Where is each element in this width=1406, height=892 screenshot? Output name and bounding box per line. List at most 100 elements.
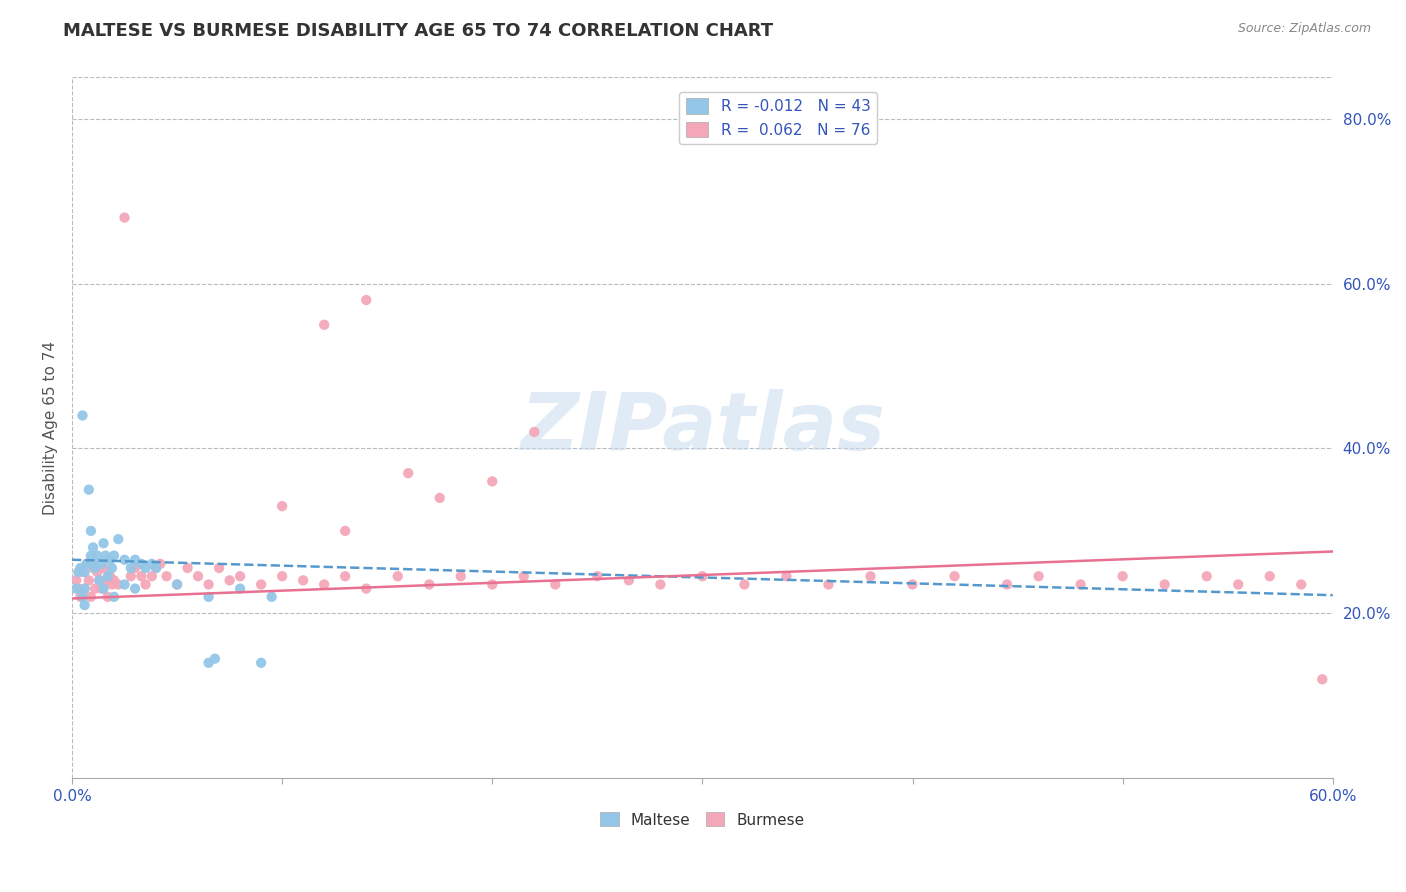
Point bbox=[271, 499, 294, 513]
Point bbox=[77, 483, 100, 497]
Point bbox=[82, 541, 104, 555]
Point bbox=[107, 577, 129, 591]
Point bbox=[120, 561, 142, 575]
Point bbox=[65, 582, 87, 596]
Point bbox=[387, 569, 409, 583]
Point bbox=[250, 577, 273, 591]
Point bbox=[77, 574, 100, 588]
Point bbox=[114, 553, 136, 567]
Point bbox=[114, 211, 136, 225]
Point bbox=[98, 569, 121, 583]
Point bbox=[80, 524, 103, 538]
Point bbox=[72, 565, 94, 579]
Point bbox=[617, 574, 640, 588]
Point bbox=[124, 553, 146, 567]
Point bbox=[93, 536, 115, 550]
Point bbox=[250, 656, 273, 670]
Point bbox=[124, 561, 146, 575]
Point bbox=[197, 656, 219, 670]
Point bbox=[523, 425, 546, 439]
Point bbox=[114, 577, 136, 591]
Point bbox=[94, 574, 117, 588]
Point bbox=[204, 651, 226, 665]
Point bbox=[197, 577, 219, 591]
Point bbox=[89, 574, 111, 588]
Point bbox=[76, 557, 98, 571]
Point bbox=[775, 569, 797, 583]
Point bbox=[98, 553, 121, 567]
Point bbox=[94, 549, 117, 563]
Point bbox=[197, 590, 219, 604]
Point bbox=[1258, 569, 1281, 583]
Point bbox=[145, 561, 167, 575]
Point bbox=[260, 590, 283, 604]
Point bbox=[73, 598, 96, 612]
Y-axis label: Disability Age 65 to 74: Disability Age 65 to 74 bbox=[44, 341, 58, 515]
Legend: Maltese, Burmese: Maltese, Burmese bbox=[595, 806, 811, 834]
Point bbox=[481, 577, 503, 591]
Point bbox=[73, 582, 96, 596]
Point bbox=[176, 561, 198, 575]
Point bbox=[229, 569, 252, 583]
Point bbox=[101, 561, 124, 575]
Point bbox=[943, 569, 966, 583]
Point bbox=[995, 577, 1018, 591]
Point bbox=[80, 590, 103, 604]
Point bbox=[120, 569, 142, 583]
Point bbox=[141, 569, 163, 583]
Point bbox=[166, 577, 188, 591]
Point bbox=[80, 549, 103, 563]
Point bbox=[271, 569, 294, 583]
Point bbox=[149, 557, 172, 571]
Point bbox=[586, 569, 609, 583]
Text: MALTESE VS BURMESE DISABILITY AGE 65 TO 74 CORRELATION CHART: MALTESE VS BURMESE DISABILITY AGE 65 TO … bbox=[63, 22, 773, 40]
Point bbox=[335, 569, 357, 583]
Point bbox=[1227, 577, 1250, 591]
Point bbox=[1291, 577, 1313, 591]
Point bbox=[76, 557, 98, 571]
Point bbox=[131, 557, 153, 571]
Point bbox=[1310, 673, 1333, 687]
Point bbox=[73, 582, 96, 596]
Point bbox=[354, 293, 377, 307]
Point bbox=[208, 561, 231, 575]
Point bbox=[135, 577, 157, 591]
Point bbox=[131, 569, 153, 583]
Point bbox=[513, 569, 536, 583]
Point bbox=[187, 569, 209, 583]
Point bbox=[314, 577, 336, 591]
Point bbox=[229, 582, 252, 596]
Point bbox=[86, 549, 108, 563]
Point bbox=[90, 557, 112, 571]
Point bbox=[314, 318, 336, 332]
Point bbox=[84, 561, 107, 575]
Point bbox=[97, 569, 120, 583]
Point bbox=[103, 549, 125, 563]
Point bbox=[859, 569, 882, 583]
Point bbox=[1070, 577, 1092, 591]
Point bbox=[73, 565, 96, 579]
Point bbox=[145, 561, 167, 575]
Point bbox=[93, 582, 115, 596]
Point bbox=[101, 577, 124, 591]
Point bbox=[69, 561, 91, 575]
Point bbox=[733, 577, 755, 591]
Point bbox=[86, 565, 108, 579]
Point bbox=[69, 590, 91, 604]
Point bbox=[901, 577, 924, 591]
Text: ZIPatlas: ZIPatlas bbox=[520, 389, 884, 467]
Point bbox=[97, 590, 120, 604]
Point bbox=[1153, 577, 1175, 591]
Point bbox=[155, 569, 177, 583]
Point bbox=[817, 577, 839, 591]
Point bbox=[544, 577, 567, 591]
Point bbox=[396, 466, 419, 480]
Point bbox=[692, 569, 714, 583]
Point bbox=[1028, 569, 1050, 583]
Text: Source: ZipAtlas.com: Source: ZipAtlas.com bbox=[1237, 22, 1371, 36]
Point bbox=[292, 574, 315, 588]
Point bbox=[107, 532, 129, 546]
Point bbox=[82, 561, 104, 575]
Point bbox=[89, 574, 111, 588]
Point bbox=[218, 574, 240, 588]
